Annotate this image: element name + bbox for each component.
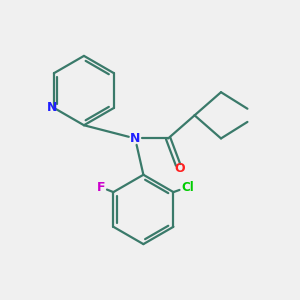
Text: F: F — [97, 181, 105, 194]
Text: N: N — [130, 132, 140, 145]
Text: Cl: Cl — [181, 181, 194, 194]
Text: O: O — [174, 162, 185, 175]
Text: N: N — [47, 101, 58, 114]
